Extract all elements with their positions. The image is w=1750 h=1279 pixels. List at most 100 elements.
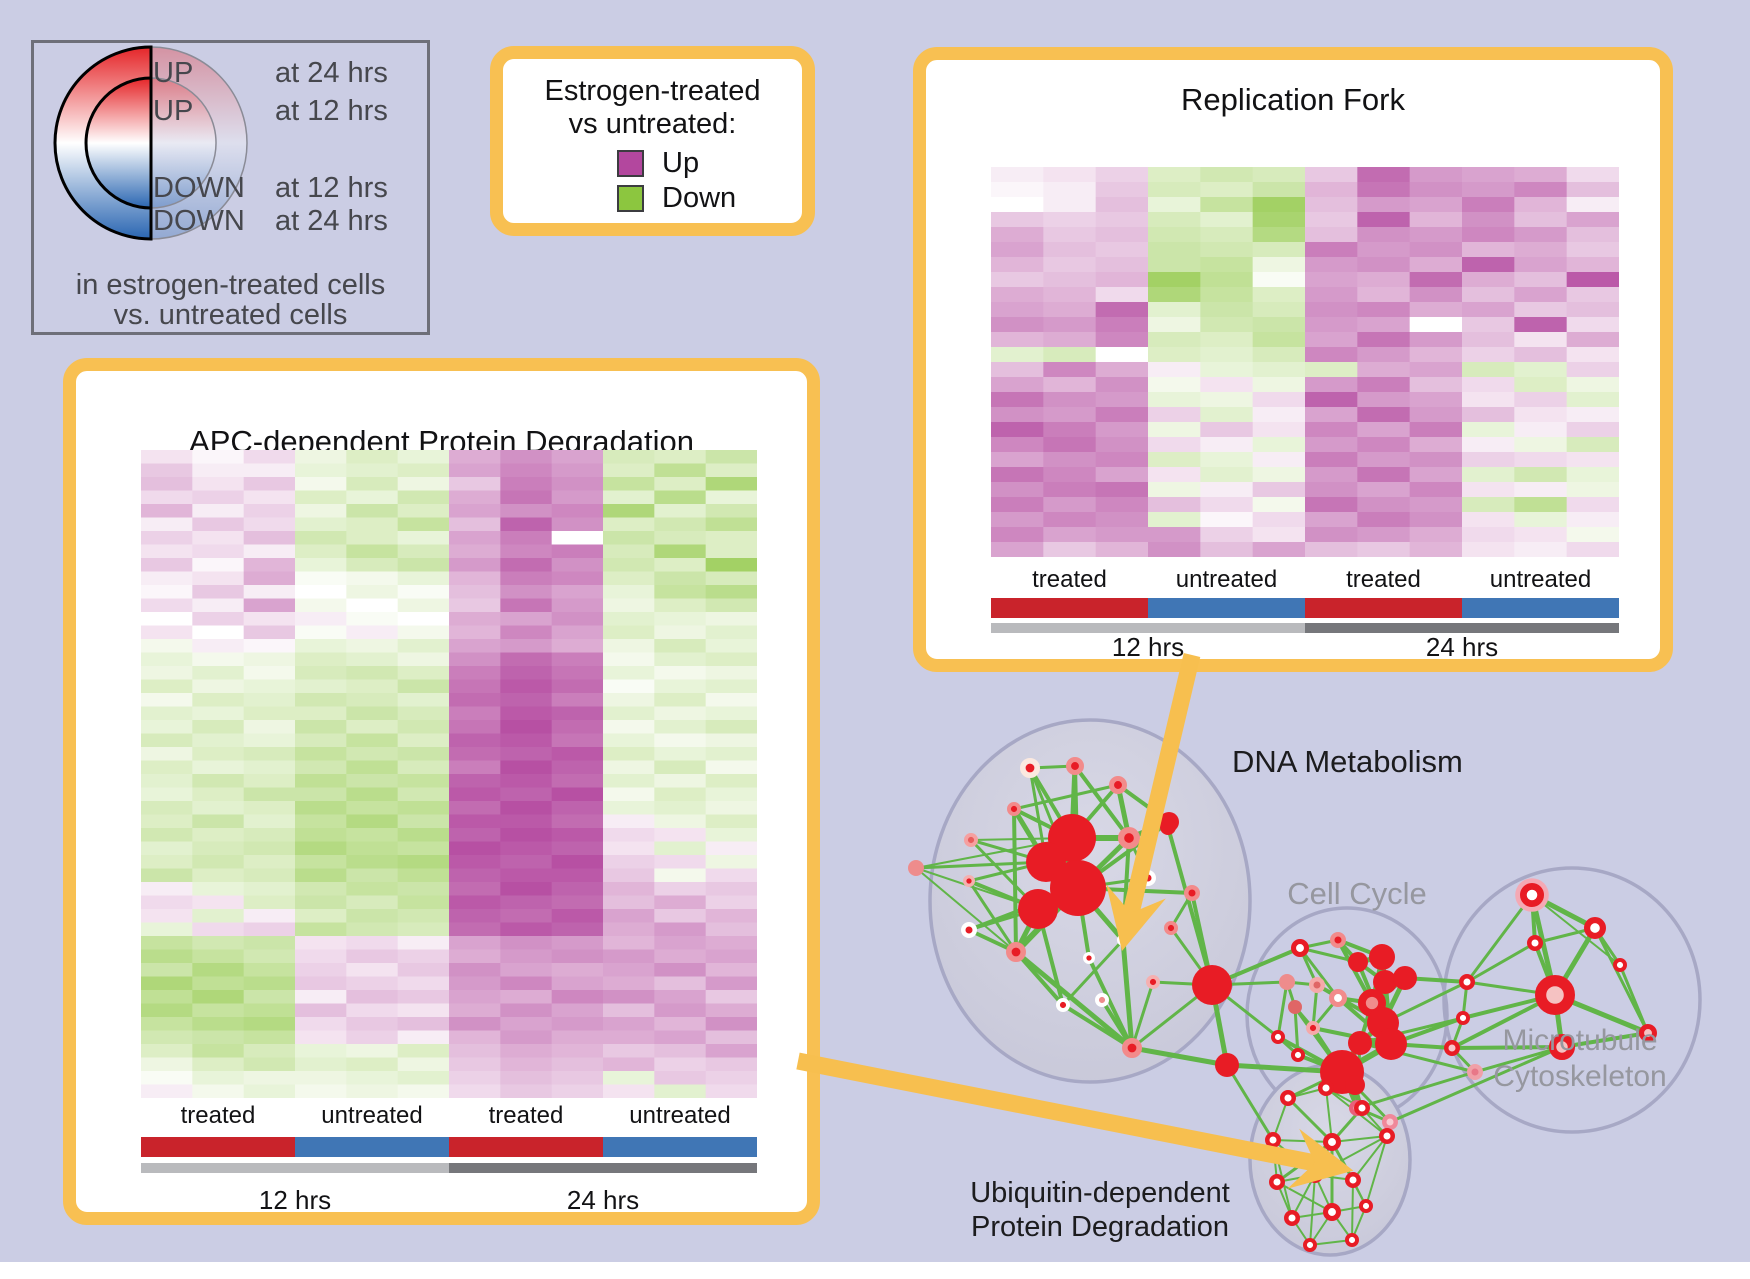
heatmap-cell (603, 585, 655, 599)
heatmap-cell (1095, 542, 1149, 557)
network-edge (1126, 819, 1172, 841)
network-node (1018, 889, 1058, 929)
network-edge (1355, 954, 1385, 965)
heatmap-cell (654, 450, 707, 464)
heatmap-cell (1043, 167, 1097, 183)
cluster-label: Cell Cycle (1287, 876, 1427, 911)
heatmap-cell (295, 558, 347, 572)
heatmap-cell (500, 652, 553, 667)
heatmap-cell (243, 477, 296, 491)
network-edge (1340, 1070, 1364, 1110)
network-edge (1465, 980, 1557, 997)
heatmap-cell (1148, 497, 1201, 513)
heatmap-cell (346, 936, 399, 950)
heatmap-cell (141, 517, 193, 532)
heatmap-cell (603, 1044, 655, 1058)
heatmap-cell (192, 733, 245, 748)
heatmap-cell (500, 1003, 553, 1018)
network-node (1117, 827, 1140, 850)
heatmap-cell (1357, 272, 1411, 288)
heatmap-cell (705, 841, 757, 856)
heatmap-cell (243, 868, 296, 883)
heatmap-cell (1305, 422, 1358, 438)
heatmap-cell (346, 814, 399, 829)
network-edge (1100, 998, 1134, 1050)
heatmap-cell (1095, 497, 1149, 513)
network-edge (1450, 1016, 1465, 1050)
flow-arrow-1 (1106, 653, 1201, 952)
heatmap-cell (141, 1071, 193, 1085)
network-edge (967, 860, 1048, 883)
heatmap-cell (1462, 452, 1515, 468)
heatmap-cell (295, 747, 347, 761)
heatmap-cell (295, 774, 347, 788)
heatmap-cell (141, 1044, 193, 1058)
heatmap-cell (654, 1057, 707, 1072)
apc-group-labels: treated untreated treated untreated (141, 1102, 757, 1130)
heatmap-cell (397, 1017, 450, 1031)
heatmap-cell (449, 990, 501, 1004)
heatmap-cell (551, 679, 604, 694)
heatmap-cell (243, 490, 296, 505)
network-node (1117, 933, 1130, 946)
heatmap-cell (603, 666, 655, 680)
heatmap-cell (1095, 347, 1149, 363)
heatmap-cell (991, 272, 1044, 288)
heatmap-cell (1095, 242, 1149, 258)
heatmap-cell (1357, 302, 1411, 318)
heatmap-cell (449, 693, 501, 707)
heatmap-cell (551, 760, 604, 775)
network-node (1466, 1063, 1483, 1080)
heatmap-cell (1200, 212, 1254, 228)
heatmap-cell (500, 531, 553, 545)
heatmap-cell (654, 841, 707, 856)
heatmap-cell (1409, 452, 1463, 468)
heatmap-cell (500, 558, 553, 572)
heatmap-cell (1043, 452, 1097, 468)
heatmap-cell (449, 922, 501, 937)
heatmap-cell (141, 841, 193, 856)
heatmap-cell (1462, 512, 1515, 528)
heatmap-cell (295, 1044, 347, 1058)
heatmap-cell (192, 976, 245, 991)
network-node (1215, 1053, 1239, 1077)
network-node (1639, 1024, 1658, 1043)
heatmap-cell (1514, 242, 1568, 258)
heatmap-cell (603, 450, 655, 464)
heatmap-cell (397, 558, 450, 572)
heatmap-cell (705, 1017, 757, 1031)
heatmap-cell (705, 652, 757, 667)
heatmap-cell (500, 639, 553, 653)
heatmap-cell (603, 774, 655, 788)
heatmap-cell (1305, 542, 1358, 557)
network-edge (1365, 1135, 1388, 1207)
network-edge (1293, 1005, 1315, 1030)
heatmap-cell (705, 733, 757, 748)
heatmap-cell (551, 625, 604, 640)
heatmap-cell (243, 666, 296, 680)
heatmap-cell (243, 801, 296, 815)
rf-group-label-treated-12: treated (1032, 566, 1107, 593)
network-edge (1381, 980, 1469, 1025)
network-node (1344, 1232, 1359, 1247)
heatmap-cell (603, 598, 655, 613)
heatmap-cell (1462, 542, 1515, 557)
heatmap-cell (1357, 167, 1411, 183)
heatmap-cell (1305, 182, 1358, 198)
heatmap-cell (500, 733, 553, 748)
heatmap-cell (551, 936, 604, 950)
heatmap-cell (295, 517, 347, 532)
heatmap-cell (1462, 197, 1515, 213)
heatmap-cell (1095, 227, 1149, 243)
score-circle-inner (84, 76, 217, 210)
heatmap-cell (603, 463, 655, 478)
heatmap-cell (295, 733, 347, 748)
heatmap-cell (1357, 392, 1411, 408)
heatmap-cell (1200, 227, 1254, 243)
heatmap-cell (603, 895, 655, 910)
heatmap-cell (991, 422, 1044, 438)
network-edge (1276, 980, 1289, 1039)
network-node (1066, 757, 1085, 776)
heatmap-cell (1566, 332, 1619, 348)
heatmap-cell (192, 855, 245, 869)
